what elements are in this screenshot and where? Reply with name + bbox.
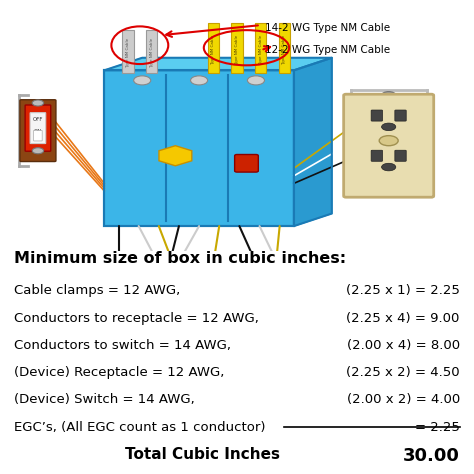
Text: OFF: OFF <box>33 117 43 122</box>
Circle shape <box>191 76 208 85</box>
Text: 14-2 WG Type NM Cable: 14-2 WG Type NM Cable <box>265 23 391 33</box>
Circle shape <box>382 182 396 190</box>
FancyBboxPatch shape <box>231 23 243 73</box>
Text: (2.25 x 2) = 4.50: (2.25 x 2) = 4.50 <box>346 366 460 379</box>
FancyBboxPatch shape <box>25 105 51 151</box>
Text: (2.00 x 4) = 8.00: (2.00 x 4) = 8.00 <box>346 339 460 352</box>
Text: Type NM Cable: Type NM Cable <box>126 38 130 68</box>
Text: 30.00: 30.00 <box>403 447 460 465</box>
FancyBboxPatch shape <box>104 70 294 226</box>
Text: (2.25 x 4) = 9.00: (2.25 x 4) = 9.00 <box>346 312 460 325</box>
Circle shape <box>247 76 264 85</box>
Text: Minimum size of box in cubic inches:: Minimum size of box in cubic inches: <box>14 251 346 266</box>
FancyBboxPatch shape <box>146 30 157 73</box>
Text: Type NM Cable: Type NM Cable <box>211 35 215 65</box>
Text: Type NM Cable: Type NM Cable <box>150 38 154 68</box>
Circle shape <box>379 136 398 146</box>
Circle shape <box>382 91 396 99</box>
Text: = 2.25: = 2.25 <box>415 421 460 434</box>
Text: Conductors to receptacle = 12 AWG,: Conductors to receptacle = 12 AWG, <box>14 312 259 325</box>
FancyBboxPatch shape <box>20 100 56 162</box>
FancyBboxPatch shape <box>235 155 258 172</box>
Text: Type NM Cable: Type NM Cable <box>283 35 286 65</box>
Polygon shape <box>294 58 332 226</box>
FancyBboxPatch shape <box>30 113 46 144</box>
Circle shape <box>382 123 396 131</box>
Text: 12-2 WG Type NM Cable: 12-2 WG Type NM Cable <box>265 45 391 55</box>
Circle shape <box>382 163 396 171</box>
FancyBboxPatch shape <box>34 130 42 141</box>
Text: (Device) Receptacle = 12 AWG,: (Device) Receptacle = 12 AWG, <box>14 366 225 379</box>
FancyBboxPatch shape <box>122 30 134 73</box>
FancyBboxPatch shape <box>208 23 219 73</box>
Text: (2.00 x 2) = 4.00: (2.00 x 2) = 4.00 <box>346 393 460 406</box>
FancyBboxPatch shape <box>395 110 406 121</box>
Text: Cable clamps = 12 AWG,: Cable clamps = 12 AWG, <box>14 284 181 297</box>
FancyBboxPatch shape <box>395 150 406 161</box>
Text: Total Cubic Inches: Total Cubic Inches <box>125 447 280 462</box>
Text: EGC’s, (All EGC count as 1 conductor): EGC’s, (All EGC count as 1 conductor) <box>14 421 266 434</box>
Text: ON: ON <box>34 129 42 134</box>
Circle shape <box>32 100 44 106</box>
Text: Type NM Cable: Type NM Cable <box>259 35 263 65</box>
FancyBboxPatch shape <box>371 150 383 161</box>
Text: (Device) Switch = 14 AWG,: (Device) Switch = 14 AWG, <box>14 393 195 406</box>
Text: Conductors to switch = 14 AWG,: Conductors to switch = 14 AWG, <box>14 339 231 352</box>
Polygon shape <box>104 58 332 70</box>
Text: Type NM Cable: Type NM Cable <box>235 35 239 65</box>
FancyBboxPatch shape <box>344 94 434 197</box>
FancyBboxPatch shape <box>279 23 290 73</box>
Text: (2.25 x 1) = 2.25: (2.25 x 1) = 2.25 <box>346 284 460 297</box>
FancyBboxPatch shape <box>371 110 383 121</box>
Circle shape <box>134 76 151 85</box>
Circle shape <box>32 148 44 154</box>
FancyBboxPatch shape <box>255 23 266 73</box>
